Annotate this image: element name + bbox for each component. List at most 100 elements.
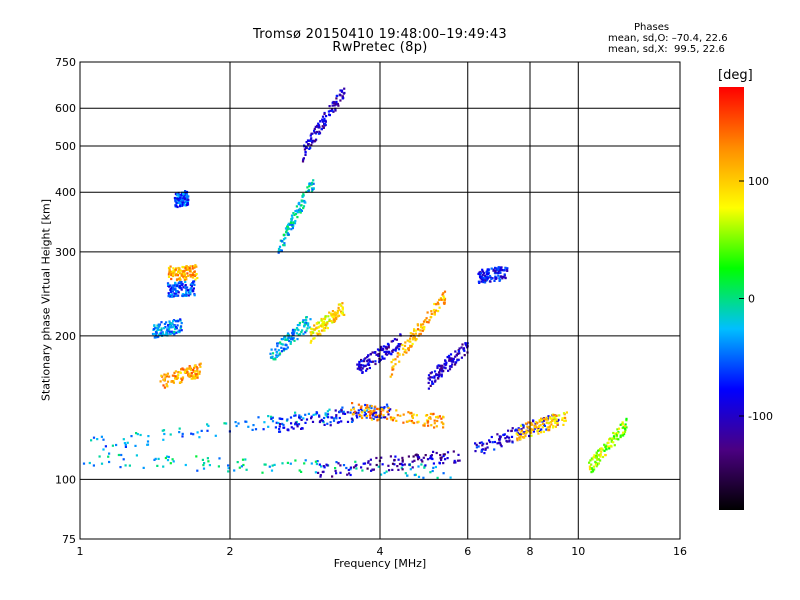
data-point	[314, 460, 317, 463]
data-point	[291, 337, 294, 340]
data-point	[173, 330, 176, 334]
data-point	[180, 198, 183, 201]
data-point	[390, 418, 393, 421]
data-point	[185, 278, 188, 281]
data-point	[478, 273, 482, 276]
data-point	[270, 417, 273, 420]
data-point	[193, 274, 196, 277]
data-point	[397, 345, 400, 348]
data-point	[322, 126, 325, 129]
data-point	[286, 428, 289, 431]
data-point	[151, 332, 155, 336]
data-point	[301, 200, 304, 203]
data-point	[498, 438, 501, 441]
data-point	[340, 410, 343, 413]
data-point	[319, 333, 322, 336]
data-point	[328, 113, 331, 116]
data-point	[493, 448, 496, 451]
data-point	[423, 422, 426, 425]
data-point	[511, 427, 514, 430]
data-point	[414, 332, 417, 335]
data-point	[595, 454, 598, 458]
data-point	[291, 223, 294, 226]
data-point	[546, 429, 550, 432]
data-point	[368, 360, 372, 363]
data-point	[331, 310, 334, 313]
data-point	[277, 251, 280, 254]
data-point	[460, 346, 463, 349]
data-point	[196, 374, 199, 377]
data-point	[157, 323, 160, 326]
data-point	[290, 214, 294, 217]
data-point	[336, 102, 339, 106]
data-point	[312, 413, 315, 416]
data-point	[501, 268, 504, 272]
data-point	[413, 421, 416, 425]
data-point	[163, 432, 166, 436]
data-point	[349, 473, 352, 477]
data-point	[331, 108, 334, 111]
data-point	[181, 376, 185, 379]
data-point	[310, 183, 313, 186]
data-point	[237, 422, 240, 425]
data-point	[522, 436, 525, 439]
data-point	[281, 422, 284, 425]
data-point	[190, 274, 193, 277]
data-point	[298, 416, 301, 419]
data-point	[206, 429, 209, 432]
data-point	[522, 426, 525, 429]
data-point	[189, 374, 192, 377]
data-point	[317, 122, 320, 125]
data-point	[334, 109, 337, 112]
data-point	[159, 328, 162, 332]
data-point	[100, 462, 104, 465]
data-point	[370, 469, 373, 472]
data-point	[524, 432, 527, 435]
data-point	[463, 354, 466, 357]
data-point	[389, 408, 392, 411]
data-point	[286, 228, 289, 231]
data-point	[294, 219, 297, 223]
data-point	[501, 275, 504, 278]
data-point	[395, 409, 398, 412]
data-point	[431, 469, 434, 473]
data-point	[387, 409, 391, 412]
data-point	[412, 336, 415, 340]
data-point	[394, 347, 397, 351]
data-point	[252, 424, 255, 427]
data-point	[317, 326, 320, 329]
data-point	[356, 416, 359, 419]
data-point	[184, 200, 187, 204]
data-point	[339, 99, 342, 102]
data-point	[334, 409, 337, 412]
data-point	[397, 343, 400, 346]
data-point	[412, 455, 415, 458]
data-point	[623, 427, 627, 430]
data-point	[387, 352, 390, 355]
data-point	[524, 434, 527, 438]
data-point	[187, 195, 190, 198]
data-point	[449, 476, 452, 479]
data-point	[177, 266, 180, 270]
data-point	[377, 354, 380, 357]
data-point	[592, 465, 595, 468]
data-point	[174, 268, 177, 272]
data-point	[120, 453, 123, 457]
data-point	[496, 442, 499, 445]
data-point	[315, 462, 318, 466]
data-point	[410, 412, 413, 415]
data-point	[376, 419, 379, 422]
data-point	[358, 360, 361, 364]
data-point	[356, 363, 359, 366]
data-point	[414, 329, 417, 332]
data-point	[287, 336, 290, 339]
data-point	[612, 435, 616, 438]
data-point	[190, 372, 193, 375]
data-point	[399, 333, 402, 336]
stats-title: Phases	[634, 22, 670, 33]
data-point	[406, 420, 409, 423]
data-point	[277, 342, 280, 345]
data-point	[308, 139, 311, 142]
data-point	[189, 273, 192, 276]
data-point	[277, 421, 280, 425]
